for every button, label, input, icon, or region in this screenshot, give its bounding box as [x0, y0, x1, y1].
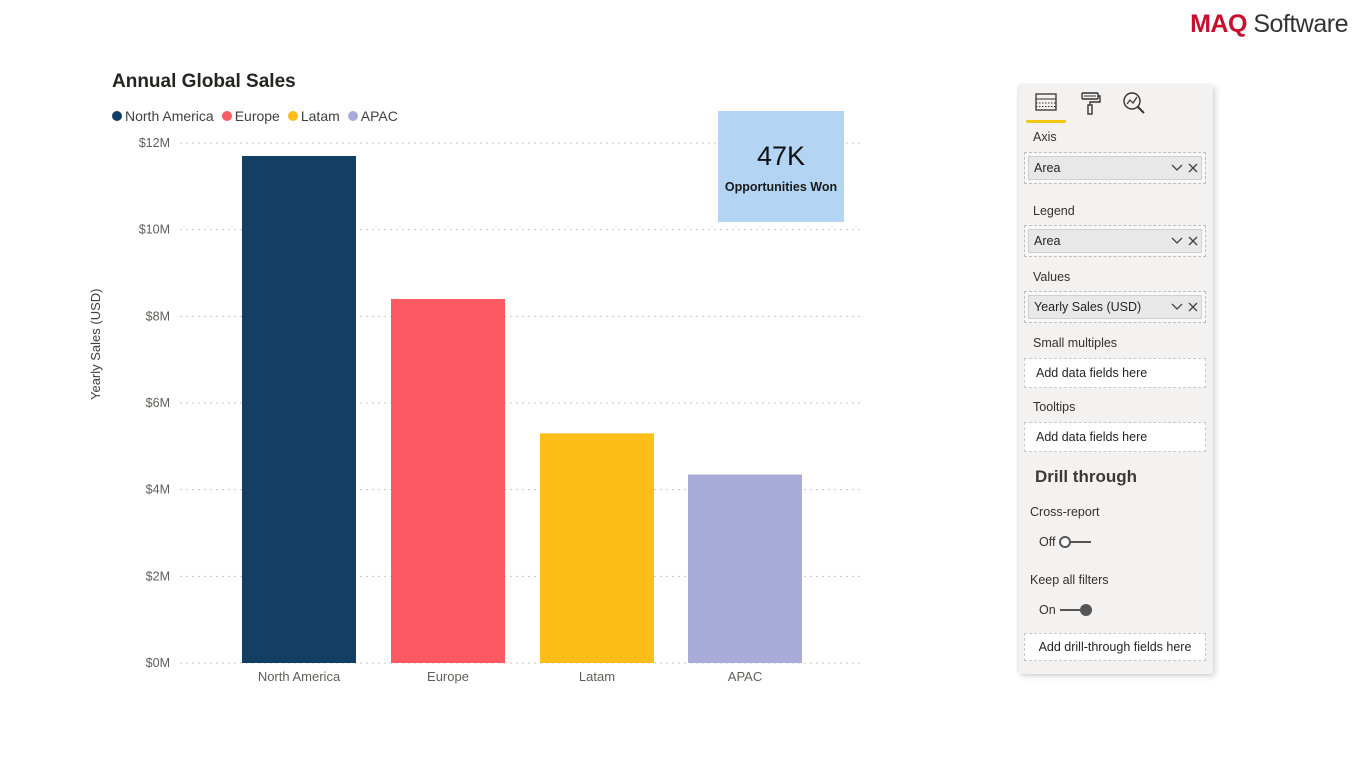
y-tick-label: $12M: [139, 136, 170, 150]
values-label: Values: [1033, 270, 1071, 284]
legend-item[interactable]: Europe: [221, 108, 280, 124]
legend-well[interactable]: Area: [1024, 225, 1206, 257]
x-tick-label: Latam: [579, 669, 615, 684]
legend-item[interactable]: APAC: [347, 108, 398, 124]
bar[interactable]: [242, 156, 356, 663]
close-icon[interactable]: [1188, 302, 1198, 312]
keep-filters-toggle[interactable]: On: [1039, 603, 1092, 617]
close-icon[interactable]: [1188, 236, 1198, 246]
legend-label: APAC: [360, 108, 398, 124]
toggle-switch[interactable]: [1059, 536, 1092, 548]
toggle-switch[interactable]: [1059, 604, 1092, 616]
legend-item[interactable]: Latam: [287, 108, 340, 124]
fields-icon: [1035, 93, 1057, 111]
drill-through-title: Drill through: [1035, 467, 1137, 486]
legend-dot: [347, 111, 358, 121]
chevron-down-icon[interactable]: [1171, 237, 1183, 245]
close-icon[interactable]: [1188, 163, 1198, 173]
brand-logo-text: Software: [1246, 10, 1348, 38]
cross-report-state: Off: [1039, 535, 1056, 549]
legend-label: Latam: [300, 108, 340, 124]
axis-field-name: Area: [1034, 161, 1061, 175]
kpi-label: Opportunities Won: [724, 180, 838, 194]
format-paint-icon: [1081, 92, 1101, 115]
tooltips-well[interactable]: Add data fields here: [1024, 422, 1206, 452]
kpi-value: 47K: [756, 141, 806, 171]
bar[interactable]: [391, 299, 505, 663]
pane-tabs: [1026, 91, 1148, 123]
y-tick-label: $8M: [146, 309, 170, 323]
tab-format[interactable]: [1076, 91, 1104, 121]
keep-filters-state: On: [1039, 603, 1056, 617]
values-well[interactable]: Yearly Sales (USD): [1024, 291, 1206, 323]
legend-label: North America: [125, 108, 214, 124]
tooltips-label: Tooltips: [1033, 400, 1076, 414]
axis-field-chip[interactable]: Area: [1028, 156, 1202, 180]
y-tick-label: $2M: [146, 569, 170, 583]
y-tick-label: $0M: [146, 656, 170, 670]
bar[interactable]: [688, 474, 802, 664]
tab-analytics[interactable]: [1120, 91, 1148, 121]
legend-label: Legend: [1033, 204, 1075, 218]
axis-label: Axis: [1033, 130, 1057, 144]
legend-dot: [287, 111, 298, 121]
tab-fields[interactable]: [1026, 91, 1066, 123]
cross-report-toggle[interactable]: Off: [1039, 535, 1092, 549]
keep-filters-label: Keep all filters: [1030, 573, 1109, 587]
y-tick-label: $6M: [146, 396, 170, 410]
cross-report-label: Cross-report: [1030, 505, 1100, 519]
y-tick-label: $10M: [139, 223, 170, 237]
values-field-chip[interactable]: Yearly Sales (USD): [1028, 295, 1202, 319]
legend-field-chip[interactable]: Area: [1028, 229, 1202, 253]
small-multiples-well[interactable]: Add data fields here: [1024, 358, 1206, 388]
x-tick-label: Europe: [427, 669, 469, 684]
legend-dot: [112, 111, 122, 121]
bar-chart[interactable]: $0M $2M $4M $6M $8M $10M $12M North America Euro…: [100, 130, 870, 690]
chevron-down-icon[interactable]: [1171, 303, 1183, 311]
x-tick-label: North America: [258, 669, 341, 684]
values-field-name: Yearly Sales (USD): [1034, 300, 1142, 314]
y-tick-label: $4M: [146, 483, 170, 497]
axis-well[interactable]: Area: [1024, 152, 1206, 184]
brand-logo-mark: MAQ: [1190, 10, 1247, 38]
chart-title: Annual Global Sales: [112, 71, 296, 92]
x-tick-label: APAC: [728, 669, 762, 684]
drill-through-well[interactable]: Add drill-through fields here: [1024, 633, 1206, 661]
legend-item[interactable]: North America: [112, 108, 214, 124]
legend-field-name: Area: [1034, 234, 1061, 248]
bar[interactable]: [540, 433, 654, 663]
legend-label: Europe: [234, 108, 280, 124]
chart-legend: North America Europe Latam APAC: [112, 108, 398, 124]
analytics-icon: [1123, 92, 1145, 114]
brand-logo: MAQ Software: [1190, 10, 1348, 39]
legend-dot: [221, 111, 232, 121]
kpi-card[interactable]: 47K Opportunities Won: [718, 111, 844, 222]
small-multiples-label: Small multiples: [1033, 336, 1118, 350]
chevron-down-icon[interactable]: [1171, 164, 1183, 172]
visualizations-pane: Axis Area Legend Area Values: [1019, 85, 1213, 674]
